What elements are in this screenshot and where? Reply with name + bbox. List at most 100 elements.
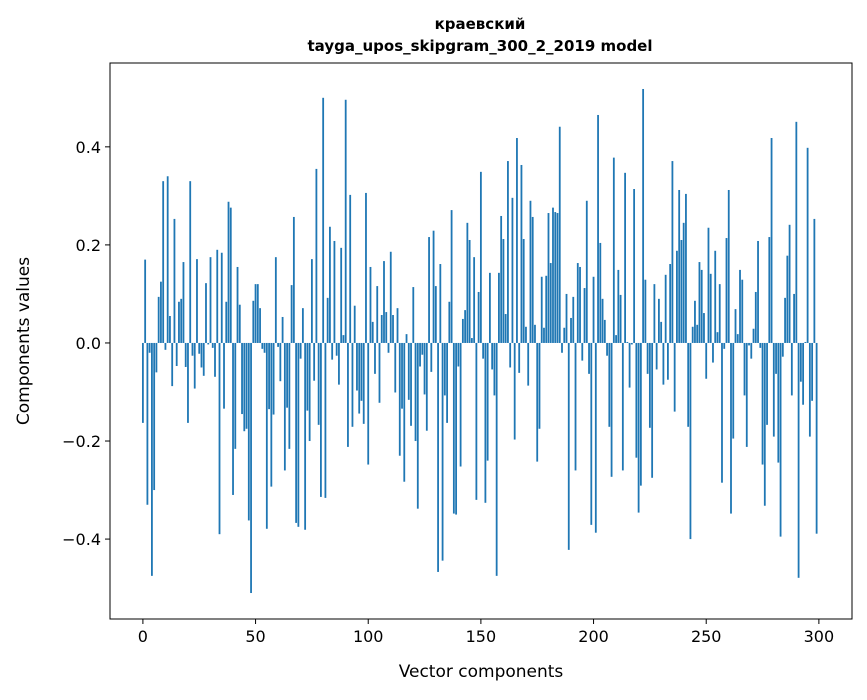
bar-199 bbox=[590, 342, 593, 525]
bar-206 bbox=[606, 342, 608, 356]
y-tick-label: 0.2 bbox=[76, 236, 101, 255]
bar-85 bbox=[333, 240, 336, 343]
bar-156 bbox=[493, 342, 496, 396]
bar-276 bbox=[763, 342, 766, 506]
bar-56 bbox=[268, 342, 270, 410]
bar-131 bbox=[437, 342, 439, 572]
bar-168 bbox=[520, 164, 523, 343]
bar-31 bbox=[211, 342, 214, 348]
bar-81 bbox=[324, 342, 327, 498]
bar-142 bbox=[461, 318, 464, 343]
bar-192 bbox=[574, 342, 577, 471]
bar-283 bbox=[779, 342, 782, 537]
bar-34 bbox=[218, 342, 221, 535]
bar-175 bbox=[536, 342, 539, 462]
bar-248 bbox=[700, 269, 703, 343]
bar-98 bbox=[362, 342, 365, 424]
bar-45 bbox=[243, 342, 246, 432]
bar-252 bbox=[709, 273, 712, 343]
bar-288 bbox=[790, 342, 793, 396]
x-tick-label: 200 bbox=[578, 627, 609, 646]
bar-63 bbox=[283, 342, 286, 471]
bar-18 bbox=[182, 262, 185, 343]
bar-58 bbox=[272, 342, 275, 415]
bar-99 bbox=[365, 192, 367, 343]
x-tick-label: 300 bbox=[804, 627, 835, 646]
bar-73 bbox=[306, 342, 309, 411]
bar-60 bbox=[277, 342, 279, 347]
bar-263 bbox=[734, 309, 737, 343]
bar-86 bbox=[335, 342, 338, 356]
bar-71 bbox=[301, 308, 304, 343]
bar-293 bbox=[802, 342, 805, 405]
bar-294 bbox=[804, 341, 807, 343]
bar-284 bbox=[781, 342, 784, 357]
bar-264 bbox=[736, 334, 739, 343]
bar-270 bbox=[750, 342, 753, 359]
bar-202 bbox=[597, 114, 599, 343]
bar-182 bbox=[552, 207, 554, 343]
bar-212 bbox=[619, 294, 622, 343]
bar-209 bbox=[612, 157, 615, 343]
bar-69 bbox=[297, 342, 300, 527]
bar-43 bbox=[238, 304, 241, 343]
bar-72 bbox=[304, 342, 307, 530]
bar-193 bbox=[576, 263, 579, 343]
bar-222 bbox=[642, 88, 645, 343]
bar-57 bbox=[270, 342, 273, 487]
bar-189 bbox=[567, 342, 570, 550]
bar-149 bbox=[477, 291, 480, 343]
bar-187 bbox=[563, 327, 566, 343]
bar-285 bbox=[784, 297, 786, 343]
bar-47 bbox=[247, 342, 250, 521]
bar-35 bbox=[220, 252, 223, 343]
bar-19 bbox=[184, 342, 187, 367]
bar-107 bbox=[383, 261, 385, 343]
x-tick-label: 50 bbox=[245, 627, 265, 646]
bar-267 bbox=[743, 342, 746, 396]
bar-96 bbox=[358, 342, 361, 414]
bar-136 bbox=[448, 301, 451, 343]
bar-148 bbox=[475, 342, 478, 500]
bar-80 bbox=[322, 97, 325, 343]
bar-180 bbox=[547, 213, 550, 343]
bar-49 bbox=[252, 300, 255, 343]
bar-108 bbox=[385, 312, 388, 343]
bar-203 bbox=[599, 242, 602, 343]
bar-27 bbox=[202, 342, 205, 376]
bar-273 bbox=[757, 240, 759, 343]
bar-204 bbox=[601, 298, 604, 343]
chart-subtitle: tayga_upos_skipgram_300_2_2019 model bbox=[308, 37, 653, 55]
bar-26 bbox=[200, 342, 203, 368]
bar-129 bbox=[432, 230, 435, 343]
bar-52 bbox=[259, 308, 261, 343]
bar-215 bbox=[626, 341, 629, 343]
bar-235 bbox=[671, 161, 674, 343]
bar-161 bbox=[504, 314, 507, 343]
bar-118 bbox=[407, 342, 410, 400]
bar-127 bbox=[428, 237, 430, 343]
bar-243 bbox=[689, 342, 692, 540]
bar-166 bbox=[516, 138, 518, 343]
bar-224 bbox=[646, 342, 649, 374]
bar-101 bbox=[369, 266, 372, 343]
bar-97 bbox=[360, 342, 363, 401]
bar-106 bbox=[380, 315, 383, 343]
bar-141 bbox=[459, 342, 462, 467]
bar-238 bbox=[678, 189, 681, 343]
bar-151 bbox=[482, 342, 485, 359]
bar-95 bbox=[356, 342, 358, 391]
bar-164 bbox=[511, 197, 514, 343]
bar-41 bbox=[234, 342, 237, 449]
bar-239 bbox=[680, 239, 683, 343]
bar-4 bbox=[151, 342, 153, 576]
bar-104 bbox=[376, 286, 379, 343]
bar-55 bbox=[265, 342, 268, 529]
bar-220 bbox=[637, 342, 640, 513]
bar-254 bbox=[714, 250, 717, 343]
bar-2 bbox=[146, 342, 149, 505]
x-tick-label: 150 bbox=[466, 627, 497, 646]
bar-200 bbox=[592, 276, 595, 343]
bar-53 bbox=[261, 342, 264, 349]
bar-0 bbox=[141, 342, 144, 423]
